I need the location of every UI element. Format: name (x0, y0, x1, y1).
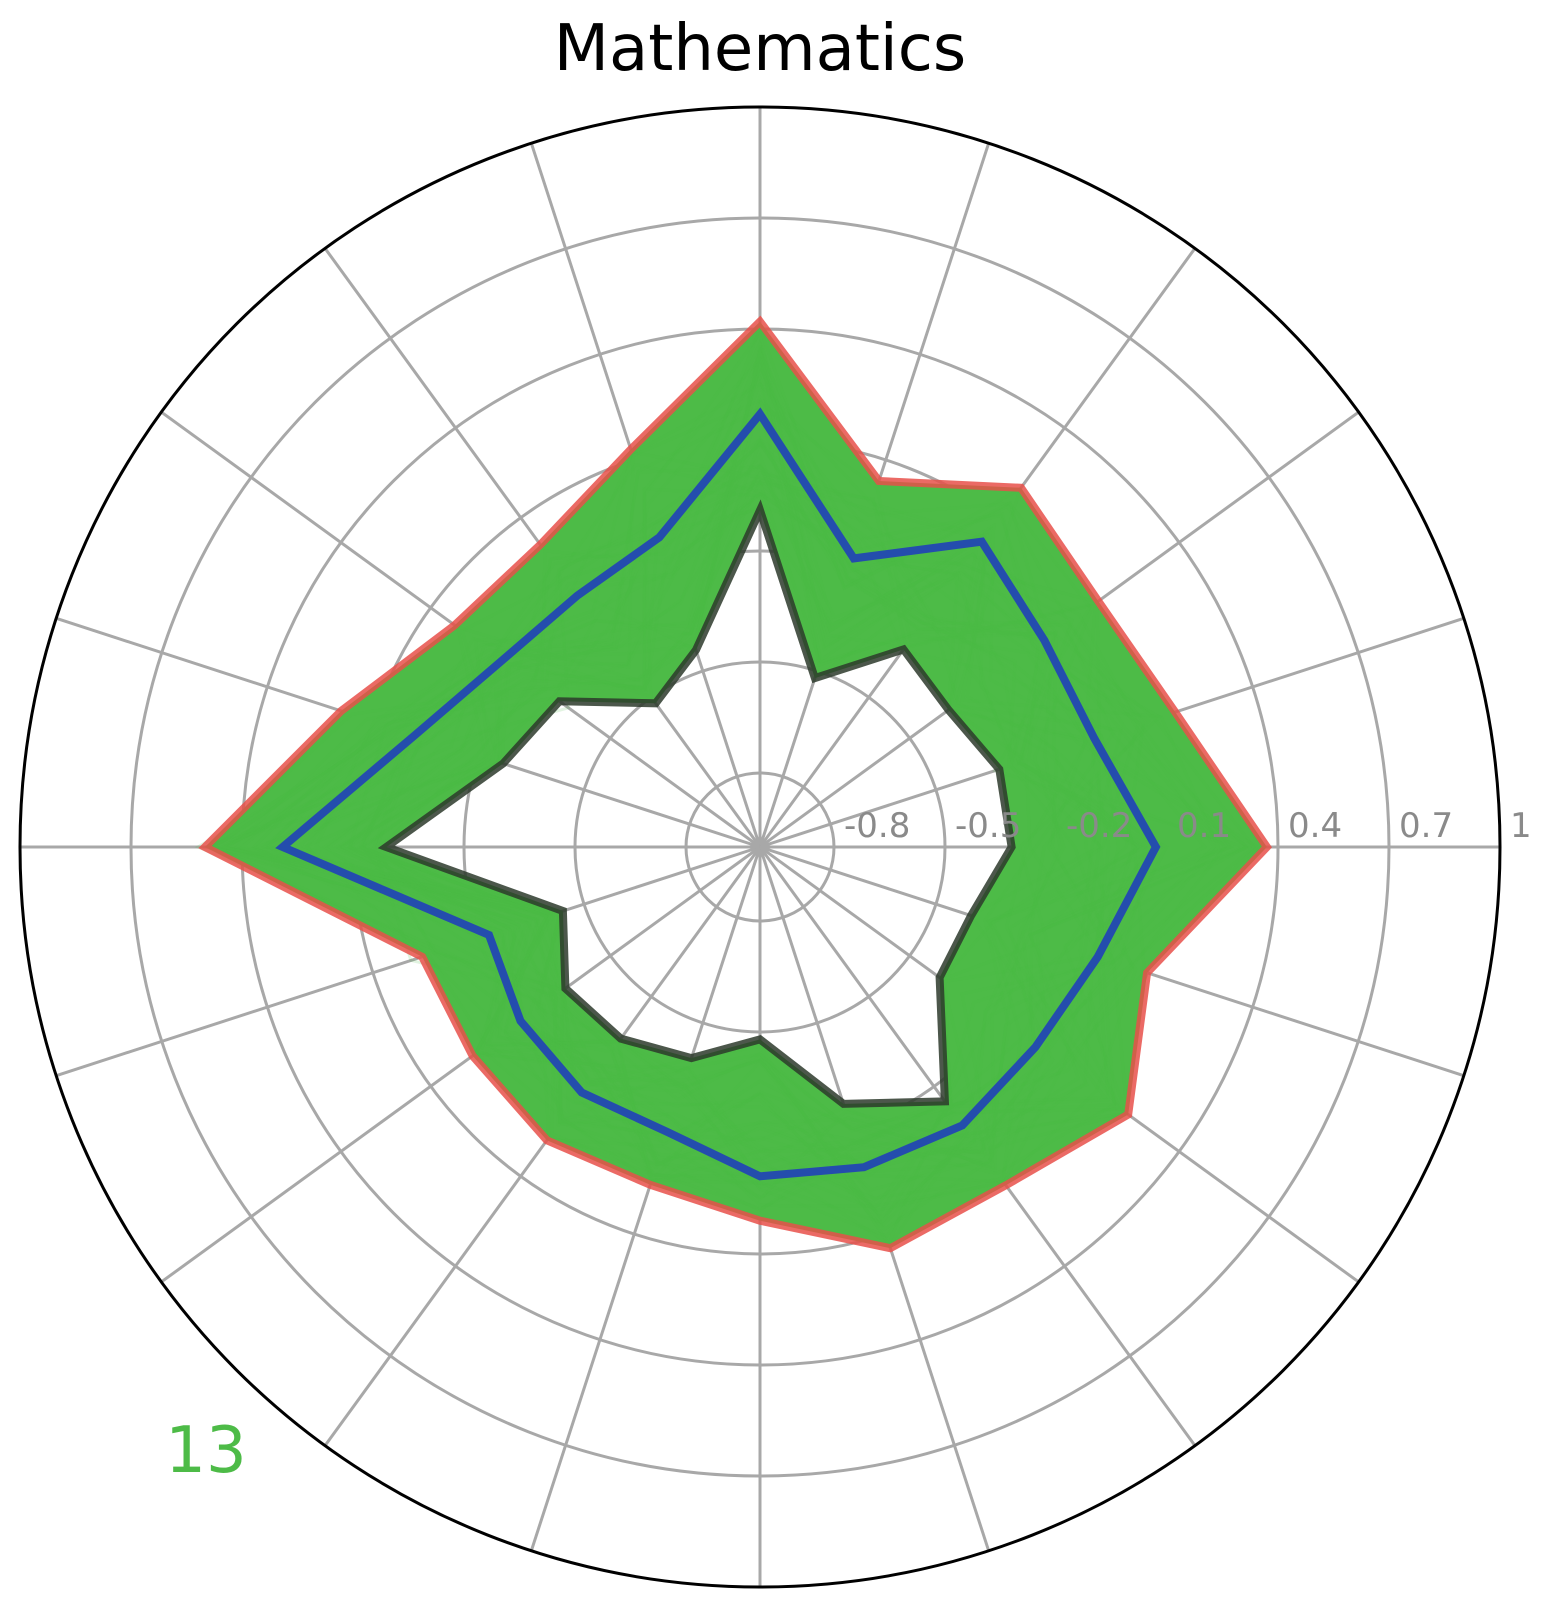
sample-line-32 (357, 394, 1102, 1199)
sample-line-6 (359, 465, 1152, 1185)
series-line-max (198, 315, 1273, 1253)
chart-title: Mathematics (554, 12, 966, 86)
sample-line-34 (336, 464, 1138, 1186)
radar-series (198, 315, 1273, 1253)
outer-ring (18, 105, 1502, 1589)
sample-line-8 (229, 491, 1164, 1192)
radial-tick-label: 0.1 (1177, 806, 1231, 846)
sample-line-35 (233, 450, 1108, 1166)
sample-line-39 (347, 347, 1123, 1225)
grid-spoke-11 (55, 845, 761, 1078)
sample-line-17 (294, 462, 1233, 1221)
radial-tick-label: -0.2 (1066, 806, 1132, 846)
sample-line-10 (194, 503, 1117, 1166)
corner-label: 13 (165, 1414, 246, 1488)
sample-line-13 (322, 436, 1227, 1228)
sample-line-16 (260, 356, 1121, 1170)
series-line-mean (275, 407, 1161, 1181)
sample-line-30 (346, 437, 1250, 1202)
sample-line-2 (361, 507, 1155, 1144)
sample-line-25 (374, 487, 1249, 1189)
sample-line-22 (217, 406, 1220, 1212)
sample-band-fill (205, 321, 1267, 1249)
sample-line-38 (339, 329, 1235, 1179)
sample-line-9 (220, 478, 1089, 1139)
sample-line-24 (361, 350, 1146, 1208)
sample-line-12 (313, 398, 1256, 1179)
sample-line-19 (266, 323, 1148, 1212)
sample-line-29 (252, 373, 1163, 1167)
grid-spoke-13 (323, 846, 762, 1447)
sample-line-26 (238, 358, 1217, 1200)
sample-line-5 (216, 452, 1096, 1174)
sample-line-4 (304, 339, 1149, 1202)
sample-line-27 (325, 345, 1062, 1249)
sample-line-11 (264, 462, 1111, 1152)
grid-spoke-14 (529, 846, 762, 1552)
radial-tick-labels: -0.8 -0.5 -0.2 0.1 0.4 0.7 1 (844, 806, 1532, 846)
sample-line-20 (211, 471, 1253, 1174)
grid-spoke-12 (160, 845, 761, 1284)
radial-tick-label: 0.4 (1288, 806, 1342, 846)
series-line-min (377, 499, 1016, 1108)
radial-tick-label: 1 (1510, 806, 1532, 846)
sample-line-7 (221, 491, 1156, 1173)
radial-tick-label: 0.7 (1399, 806, 1453, 846)
radial-tick-label: -0.8 (844, 806, 910, 846)
sample-line-3 (300, 477, 1140, 1133)
radial-tick-label: -0.5 (955, 806, 1021, 846)
